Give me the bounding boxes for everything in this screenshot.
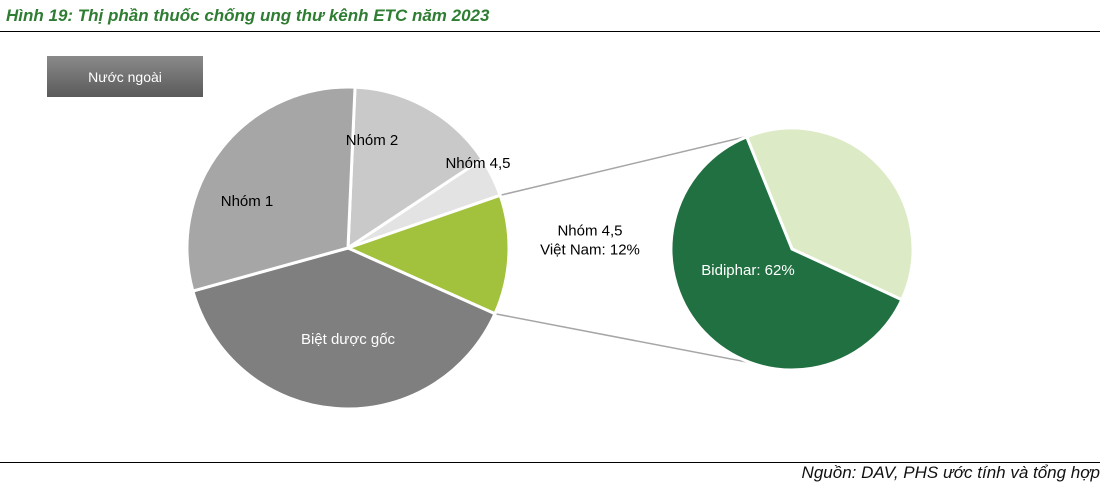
source-rule [0,462,1100,463]
main-label-nhom-1: Nhóm 1 [221,193,274,210]
sub-pie [669,126,915,372]
sub-label-bidiphar: Bidiphar: 62% [701,262,794,279]
slice-labels: Nhóm 2 Nhóm 4,5 Nhóm 4,5 Việt Nam: 12% Biệt … [221,132,795,348]
main-slice-nhom-2 [346,85,485,251]
main-label-nhom-2: Nhóm 2 [346,132,399,149]
connector-lines [494,135,788,371]
main-label-nhom-4-5-viet-nam: Nhóm 4,5 Việt Nam: 12% [540,223,640,259]
source-note: Nguồn: DAV, PHS ước tính và tổng hợp [801,463,1100,482]
sub-slice-other-0 [744,126,915,302]
sub-slice-bidiphar [669,134,904,372]
main-slice-biet-duoc-goc [191,246,497,411]
connector-bottom [494,313,788,371]
legend-label: Nước ngoài [88,68,162,85]
main-pie [185,85,511,411]
main-slice-nhom-1 [185,85,357,293]
main-slice-nhom-4-5-viet-nam [343,193,511,316]
legend-box-nuoc-ngoai: Nước ngoài [47,56,203,97]
connector-top [499,135,749,197]
title-rule [0,31,1100,32]
main-label-nhom-4-5: Nhóm 4,5 [445,155,510,172]
figure-title: Hình 19: Thị phần thuốc chống ung thư kê… [6,6,490,25]
main-label-biet-duoc-goc: Biệt dược gốc [301,331,396,348]
